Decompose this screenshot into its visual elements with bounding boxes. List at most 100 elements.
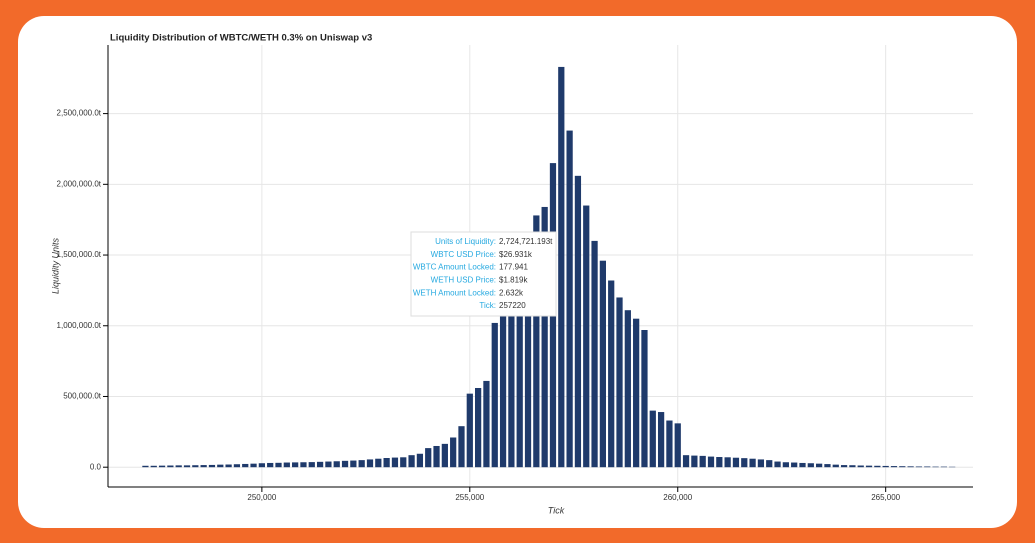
bar	[682, 455, 690, 468]
x-tick-label: 265,000	[871, 493, 900, 502]
bar	[724, 457, 731, 468]
bar	[325, 461, 332, 468]
bar	[267, 462, 274, 468]
bar	[400, 457, 407, 468]
bar	[250, 463, 257, 468]
tooltip-value: 2.632k	[499, 288, 524, 297]
bar	[674, 423, 681, 468]
tooltip-value: 2,724,721.193t	[499, 237, 553, 246]
bar	[450, 437, 457, 468]
bar	[924, 466, 931, 468]
bar	[599, 260, 606, 468]
tooltip-label: WETH USD Price:	[431, 276, 496, 285]
x-tick-label: 260,000	[663, 493, 692, 502]
bar	[491, 322, 498, 468]
bar	[466, 393, 473, 468]
bar	[366, 459, 374, 468]
bar	[649, 410, 656, 468]
tooltip-label: Tick:	[479, 301, 496, 310]
bar	[641, 330, 648, 468]
bar	[292, 462, 299, 468]
bar	[882, 465, 889, 468]
bar	[915, 466, 923, 468]
bar	[583, 205, 590, 468]
tooltip-box	[410, 231, 557, 317]
bar	[591, 240, 598, 468]
bar	[633, 318, 640, 468]
bar	[932, 466, 939, 468]
axes: 0.0 500,000.0t 1,000,000.0t 1,500,000.0t 2,0…	[57, 45, 973, 502]
bar	[608, 280, 615, 468]
bar	[799, 462, 806, 468]
bar	[283, 462, 290, 468]
y-tick-label: 2,500,000.0t	[57, 109, 102, 118]
chart-title: Liquidity Distribution of WBTC/WETH 0.3%…	[110, 33, 372, 44]
bar	[707, 456, 715, 468]
x-tick-label: 250,000	[247, 493, 276, 502]
bar	[416, 453, 424, 468]
bar	[275, 462, 282, 468]
bar	[732, 457, 740, 468]
bar	[458, 426, 465, 468]
bar	[574, 175, 582, 468]
y-axis-label: Liquidity Units	[50, 237, 60, 294]
bar	[341, 460, 349, 468]
bar	[666, 420, 673, 468]
bar	[358, 460, 365, 468]
bar	[791, 462, 798, 468]
x-axis-label: Tick	[548, 505, 565, 515]
tooltip-value: $1.819k	[499, 276, 528, 285]
bar	[816, 463, 823, 468]
bar	[508, 274, 515, 468]
tooltip-label: WBTC Amount Locked:	[413, 263, 496, 272]
bar	[807, 463, 814, 468]
bar	[558, 66, 565, 468]
y-tick-label: 1,500,000.0t	[57, 250, 102, 259]
y-tick-label: 2,000,000.0t	[57, 179, 102, 188]
bar	[142, 465, 149, 468]
bar	[874, 465, 881, 468]
bar	[375, 458, 382, 468]
bar	[175, 465, 182, 468]
bar	[524, 238, 532, 468]
bar	[566, 130, 573, 468]
y-tick-label: 1,000,000.0t	[57, 321, 102, 330]
bar	[242, 463, 249, 468]
bar	[300, 462, 307, 468]
bar	[158, 465, 166, 468]
bar	[865, 465, 873, 468]
tooltip-label: WETH Amount Locked:	[413, 288, 496, 297]
bar	[749, 458, 756, 468]
bar	[832, 464, 839, 468]
bar	[616, 297, 623, 468]
bar	[217, 464, 224, 468]
bar	[333, 461, 340, 468]
bar	[167, 465, 174, 468]
bar	[192, 465, 199, 468]
bar	[475, 387, 482, 468]
tooltip-value: 177.941	[499, 263, 528, 272]
bar	[907, 466, 914, 468]
bar	[408, 455, 415, 468]
bar	[441, 443, 448, 468]
bar	[766, 460, 773, 468]
bar	[383, 458, 390, 468]
bar	[840, 465, 848, 468]
bar	[849, 465, 856, 468]
bar	[225, 464, 232, 468]
tooltip-value: 257220	[499, 301, 526, 310]
y-tick-label: 0.0	[90, 462, 102, 471]
x-tick-label: 255,000	[455, 493, 484, 502]
bar	[890, 466, 898, 468]
bar	[824, 464, 831, 468]
bars	[142, 66, 956, 468]
bar	[899, 466, 906, 468]
bar	[208, 464, 216, 468]
bar	[499, 290, 507, 468]
bar	[316, 461, 324, 468]
bar	[624, 310, 631, 468]
bar	[741, 458, 748, 468]
bar	[699, 455, 706, 468]
